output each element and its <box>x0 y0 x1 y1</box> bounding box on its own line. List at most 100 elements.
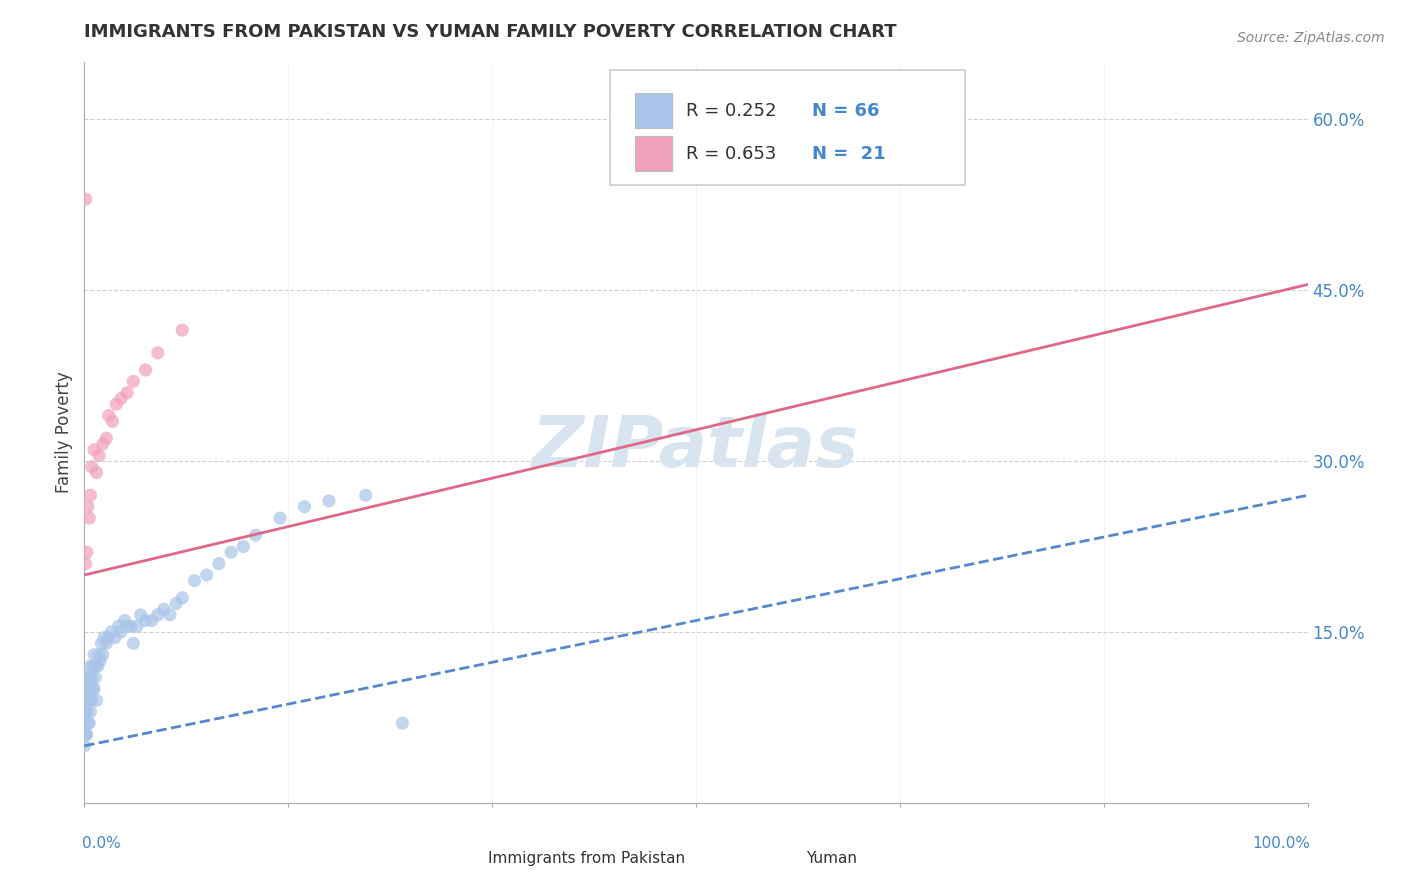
Y-axis label: Family Poverty: Family Poverty <box>55 372 73 493</box>
Point <box>208 557 231 571</box>
Point <box>82 659 104 673</box>
Point <box>87 659 110 673</box>
Text: Yuman: Yuman <box>806 851 858 866</box>
Point <box>318 494 340 508</box>
Text: Immigrants from Pakistan: Immigrants from Pakistan <box>488 851 685 866</box>
Point <box>76 545 98 559</box>
Point <box>110 624 132 639</box>
Point <box>141 614 163 628</box>
FancyBboxPatch shape <box>610 70 965 185</box>
Point <box>75 727 97 741</box>
Point <box>83 681 105 696</box>
Point <box>354 488 377 502</box>
Point <box>107 619 129 633</box>
Point <box>146 346 169 360</box>
Point <box>115 619 138 633</box>
Point <box>219 545 242 559</box>
Point <box>75 705 97 719</box>
Text: R = 0.653: R = 0.653 <box>686 145 776 162</box>
Point <box>77 716 100 731</box>
Point <box>87 648 110 662</box>
Point <box>91 437 114 451</box>
Point <box>183 574 205 588</box>
Point <box>73 739 96 753</box>
Point <box>75 705 97 719</box>
Point <box>114 614 136 628</box>
Point <box>75 192 97 206</box>
Point <box>101 414 124 428</box>
Point <box>73 716 96 731</box>
Point <box>97 409 120 423</box>
Point <box>122 375 145 389</box>
Point <box>245 528 267 542</box>
Text: 0.0%: 0.0% <box>82 836 121 851</box>
Point <box>77 716 100 731</box>
Point <box>96 636 118 650</box>
Point <box>122 636 145 650</box>
Point <box>195 568 218 582</box>
Point <box>269 511 291 525</box>
Point <box>172 323 194 337</box>
Text: ZIPatlas: ZIPatlas <box>533 413 859 482</box>
Point <box>172 591 194 605</box>
Point <box>165 597 187 611</box>
Point <box>89 653 111 667</box>
Point <box>80 671 103 685</box>
Point <box>75 557 97 571</box>
Point <box>159 607 181 622</box>
Point <box>93 631 115 645</box>
Point <box>83 648 105 662</box>
Point <box>96 431 118 445</box>
Point <box>135 363 157 377</box>
Point <box>77 671 100 685</box>
Point <box>76 681 98 696</box>
Point <box>135 614 157 628</box>
Point <box>110 392 132 406</box>
Text: N = 66: N = 66 <box>813 102 880 120</box>
Point <box>153 602 176 616</box>
Text: Source: ZipAtlas.com: Source: ZipAtlas.com <box>1237 31 1385 45</box>
Point <box>75 727 97 741</box>
Text: R = 0.252: R = 0.252 <box>686 102 776 120</box>
Point <box>77 671 100 685</box>
Point <box>79 488 101 502</box>
Point <box>125 619 148 633</box>
Point <box>87 449 110 463</box>
Point <box>77 693 100 707</box>
Point <box>129 607 152 622</box>
Text: IMMIGRANTS FROM PAKISTAN VS YUMAN FAMILY POVERTY CORRELATION CHART: IMMIGRANTS FROM PAKISTAN VS YUMAN FAMILY… <box>84 23 897 41</box>
Point <box>115 385 138 400</box>
Point <box>232 540 254 554</box>
Point <box>120 619 142 633</box>
FancyBboxPatch shape <box>769 847 794 871</box>
Point <box>80 693 103 707</box>
Text: 100.0%: 100.0% <box>1251 836 1310 851</box>
Point <box>76 671 98 685</box>
Point <box>73 693 96 707</box>
Point <box>79 681 101 696</box>
Point <box>80 459 103 474</box>
Point <box>294 500 316 514</box>
Point <box>75 681 97 696</box>
Point <box>97 631 120 645</box>
Point <box>76 727 98 741</box>
FancyBboxPatch shape <box>636 93 672 128</box>
Point <box>146 607 169 622</box>
Point <box>77 693 100 707</box>
Point <box>86 659 108 673</box>
FancyBboxPatch shape <box>636 136 672 171</box>
Point <box>84 671 107 685</box>
Point <box>91 648 114 662</box>
Point <box>76 705 98 719</box>
Text: N =  21: N = 21 <box>813 145 886 162</box>
Point <box>77 500 100 514</box>
Point <box>77 511 100 525</box>
FancyBboxPatch shape <box>451 847 475 871</box>
Point <box>105 397 128 411</box>
Point <box>86 466 108 480</box>
Point <box>86 693 108 707</box>
Point <box>83 442 105 457</box>
Point <box>100 624 122 639</box>
Point <box>82 681 104 696</box>
Point <box>79 659 101 673</box>
